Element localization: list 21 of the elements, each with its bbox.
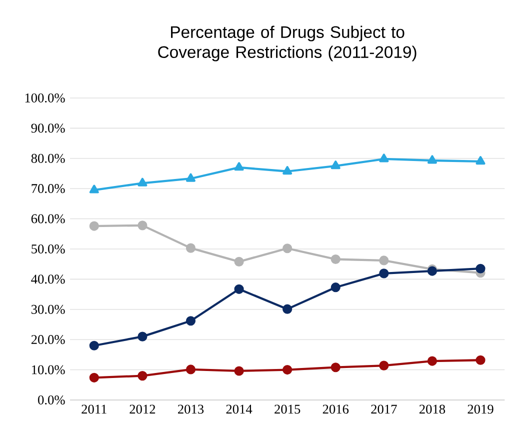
y-tick-label: 90.0% [31,124,65,133]
x-tick-label: 2019 [468,404,494,414]
x-tick-label: 2018 [419,404,446,414]
y-tick-label: 80.0% [31,154,65,163]
y-tick-label: 60.0% [31,214,65,224]
x-tick-label: 2013 [178,404,204,414]
chart-title: Percentage of Drugs Subject to Coverage Restrictions (2011-2019) [158,26,416,62]
x-tick-label: 2014 [226,404,252,414]
x-tick-label: 2012 [130,404,156,414]
y-tick-label: 100.0% [25,93,65,103]
y-tick-label: 40.0% [31,274,65,284]
x-tick-label: 2017 [371,404,397,414]
x-tick-label: 2015 [274,404,300,414]
y-tick-label: 10.0% [32,365,65,374]
y-tick-label: 30.0% [32,304,65,314]
y-tick-label: 0.0% [38,395,65,405]
y-tick-label: 20.0% [31,335,65,344]
x-tick-label: 2011 [82,404,106,414]
y-tick-label: 50.0% [32,244,65,254]
y-tick-label: 70.0% [32,184,65,194]
x-tick-label: 2016 [322,404,349,414]
